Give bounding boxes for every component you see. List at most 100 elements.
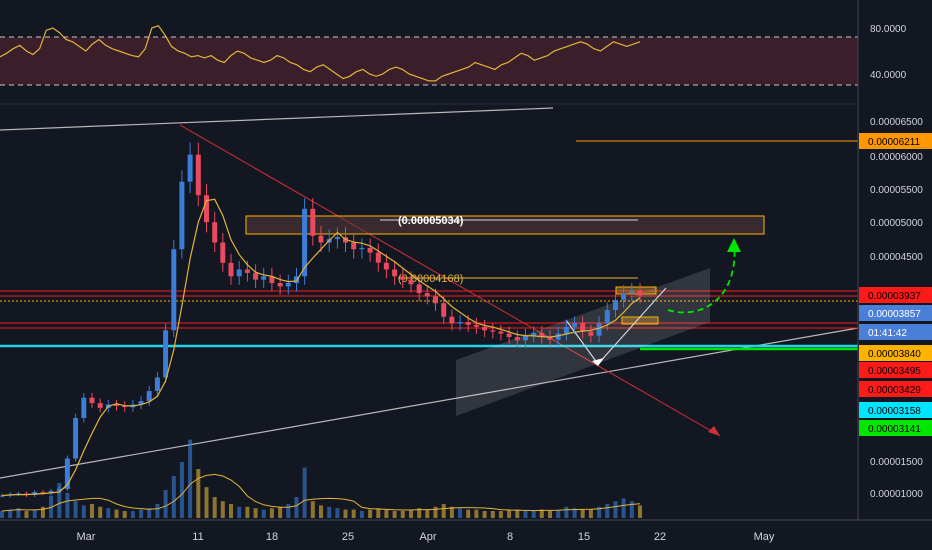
- volume-bar: [139, 509, 144, 518]
- candle-body[interactable]: [179, 181, 185, 250]
- candle-body[interactable]: [48, 490, 54, 493]
- candle-body[interactable]: [473, 324, 479, 327]
- candle-body[interactable]: [375, 252, 381, 263]
- candle-body[interactable]: [547, 337, 553, 340]
- candle-body[interactable]: [302, 208, 308, 277]
- volume-bar: [269, 508, 274, 518]
- candle-body[interactable]: [163, 330, 169, 378]
- candle-body[interactable]: [40, 492, 46, 494]
- ascending-channel[interactable]: [456, 268, 710, 416]
- candle-body[interactable]: [146, 391, 152, 402]
- candle-body[interactable]: [531, 332, 537, 336]
- candle-body[interactable]: [490, 330, 496, 332]
- candle-body[interactable]: [465, 322, 471, 325]
- candle-body[interactable]: [154, 377, 160, 392]
- time-tick-label: 8: [507, 531, 513, 543]
- candle-body[interactable]: [613, 299, 618, 310]
- time-axis-ticks: Mar 11 18 25 Apr 8 15 22 May: [77, 531, 775, 543]
- support-trendline[interactable]: [0, 327, 859, 479]
- candle-body[interactable]: [261, 276, 267, 280]
- candle-body[interactable]: [269, 276, 275, 284]
- candle-body[interactable]: [498, 331, 504, 334]
- candle-body[interactable]: [596, 323, 602, 336]
- volume-bar: [368, 509, 373, 518]
- rsi-panel[interactable]: [0, 24, 858, 86]
- candle-body[interactable]: [171, 249, 177, 331]
- candle-body[interactable]: [56, 488, 62, 491]
- candle-body[interactable]: [555, 333, 561, 340]
- candle-body[interactable]: [187, 154, 193, 182]
- resistance-box[interactable]: [245, 215, 765, 235]
- candle-body[interactable]: [563, 326, 569, 334]
- candle-body[interactable]: [359, 247, 365, 250]
- candle-body[interactable]: [523, 335, 528, 341]
- price-tag-bg: [859, 402, 932, 418]
- resistance-trendline[interactable]: [0, 107, 554, 131]
- volume-bar: [417, 508, 422, 518]
- candle-body[interactable]: [416, 284, 422, 294]
- candle-body[interactable]: [244, 269, 250, 273]
- candle-body[interactable]: [408, 279, 414, 285]
- candle-body[interactable]: [604, 310, 610, 324]
- candle-body[interactable]: [212, 222, 218, 243]
- candle-body[interactable]: [294, 276, 299, 284]
- candle-body[interactable]: [580, 323, 586, 332]
- candle-body[interactable]: [383, 262, 389, 270]
- candle-body[interactable]: [318, 235, 324, 243]
- annotation-upper: (0.00005034): [398, 215, 464, 227]
- price-tag-label: 0.00003937: [868, 291, 921, 302]
- candle-body[interactable]: [89, 397, 95, 404]
- candle-body[interactable]: [220, 242, 226, 263]
- volume-bar: [229, 504, 233, 518]
- candle-body[interactable]: [629, 291, 635, 294]
- candle-body[interactable]: [73, 418, 79, 459]
- candle-body[interactable]: [449, 316, 455, 324]
- candle-body[interactable]: [64, 458, 70, 489]
- candle-body[interactable]: [621, 293, 627, 300]
- candle-body[interactable]: [637, 291, 643, 296]
- downtrend-line[interactable]: [179, 124, 721, 437]
- volume-bar: [90, 504, 94, 518]
- entry-box[interactable]: [621, 316, 659, 325]
- volume-bar: [310, 501, 315, 518]
- candle-body[interactable]: [514, 337, 520, 341]
- candle-body[interactable]: [310, 208, 316, 236]
- candle-body[interactable]: [81, 397, 87, 418]
- candle-body[interactable]: [114, 404, 119, 406]
- volume-bar: [294, 497, 299, 518]
- candle-body[interactable]: [236, 269, 242, 277]
- target-box[interactable]: [615, 286, 657, 295]
- candle-body[interactable]: [457, 322, 463, 324]
- candle-body[interactable]: [122, 405, 128, 408]
- candle-body[interactable]: [285, 283, 291, 287]
- candle-body[interactable]: [572, 323, 578, 327]
- candle-body[interactable]: [506, 333, 512, 337]
- candle-body[interactable]: [334, 237, 340, 240]
- drawing-overlays[interactable]: (0.00005034) (0.00004168): [0, 107, 859, 479]
- price-axis[interactable]: [858, 0, 932, 550]
- time-tick-label: 25: [342, 531, 354, 543]
- candle-body[interactable]: [97, 403, 103, 408]
- candle-body[interactable]: [367, 247, 373, 253]
- price-tag-bg: [859, 287, 932, 303]
- candle-body[interactable]: [204, 195, 209, 223]
- price-tag-bg: [859, 420, 932, 436]
- candle-body[interactable]: [351, 242, 357, 250]
- price-tag-label: 0.00003141: [868, 424, 921, 435]
- candle-body[interactable]: [195, 154, 201, 196]
- candle-body[interactable]: [424, 293, 430, 297]
- candle-body[interactable]: [400, 276, 406, 280]
- candle-body[interactable]: [588, 331, 594, 336]
- candle-body[interactable]: [482, 326, 488, 331]
- candle-body[interactable]: [433, 296, 438, 304]
- price-tag: 0.00003141: [859, 420, 932, 436]
- candle-body[interactable]: [441, 303, 447, 317]
- candle-body[interactable]: [539, 332, 545, 337]
- candle-body[interactable]: [277, 283, 283, 287]
- candle-body[interactable]: [138, 401, 144, 405]
- candle-body[interactable]: [392, 269, 398, 277]
- candle-body[interactable]: [228, 262, 234, 277]
- candle-body[interactable]: [253, 272, 259, 280]
- volume-bar: [556, 509, 561, 518]
